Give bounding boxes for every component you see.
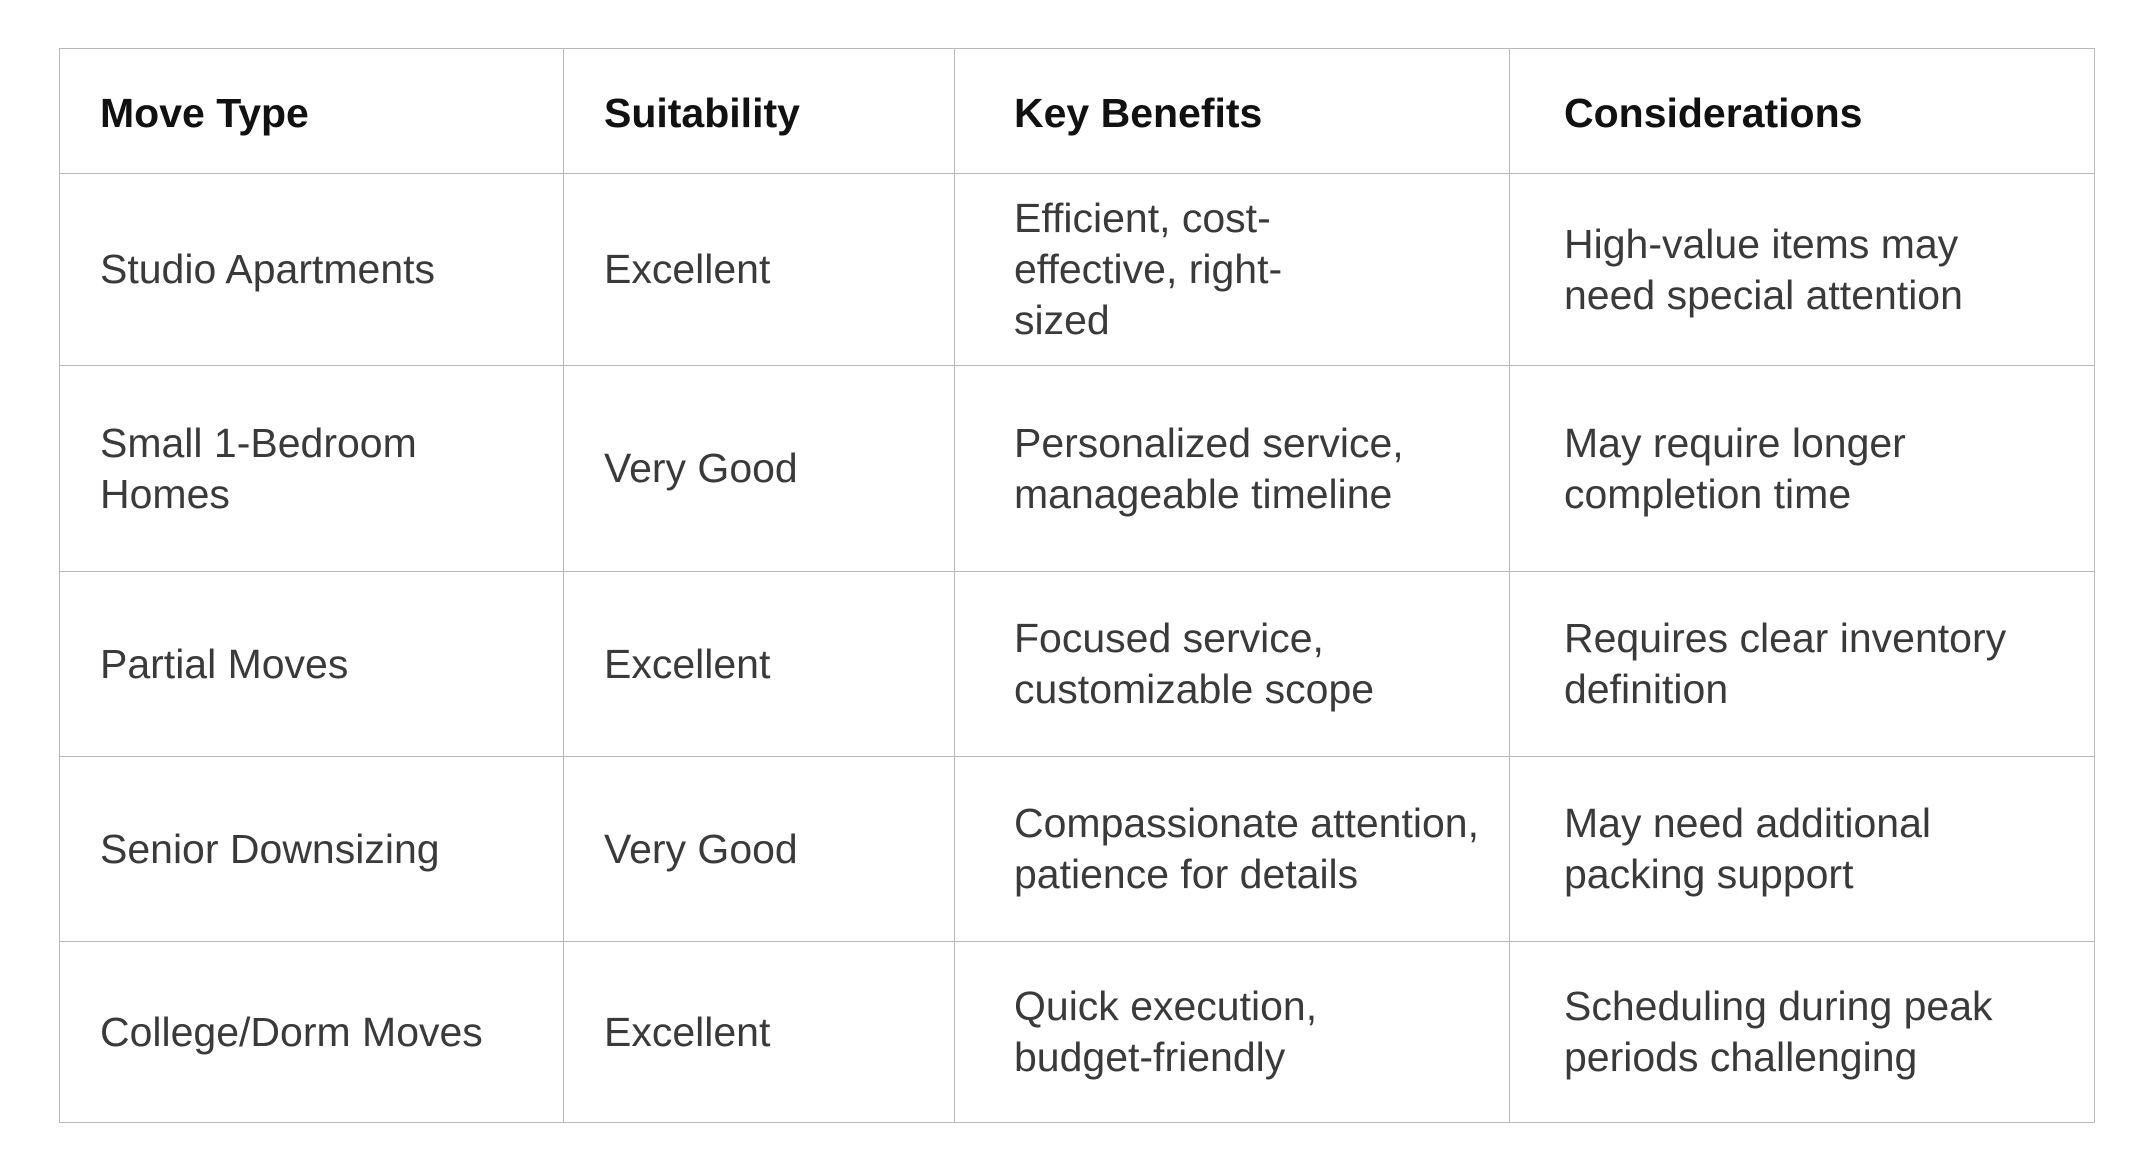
cell-move-type: Senior Downsizing [59, 756, 564, 942]
cell-move-type: Studio Apartments [59, 173, 564, 366]
cell-considerations: High-value items may need special attent… [1509, 173, 2095, 366]
move-type-comparison-table: Move Type Suitability Key Benefits Consi… [59, 48, 2095, 1123]
comparison-table-container: Move Type Suitability Key Benefits Consi… [59, 48, 2095, 1123]
cell-key-benefits: Quick execution, budget-friendly [954, 941, 1510, 1123]
cell-suitability: Excellent [563, 173, 955, 366]
cell-suitability: Excellent [563, 941, 955, 1123]
cell-key-benefits: Personalized service, manageable timelin… [954, 365, 1510, 572]
table-row: Senior Downsizing Very Good Compassionat… [59, 756, 2095, 942]
header-move-type: Move Type [59, 48, 564, 174]
header-suitability: Suitability [563, 48, 955, 174]
cell-considerations: Requires clear inventory definition [1509, 571, 2095, 757]
table-row: Small 1-Bedroom Homes Very Good Personal… [59, 365, 2095, 572]
cell-suitability: Very Good [563, 756, 955, 942]
header-key-benefits: Key Benefits [954, 48, 1510, 174]
header-considerations: Considerations [1509, 48, 2095, 174]
cell-considerations: Scheduling during peak periods challengi… [1509, 941, 2095, 1123]
table-row: Partial Moves Excellent Focused service,… [59, 571, 2095, 757]
cell-key-benefits: Compassionate attention, patience for de… [954, 756, 1510, 942]
cell-move-type: Partial Moves [59, 571, 564, 757]
cell-move-type: Small 1-Bedroom Homes [59, 365, 564, 572]
cell-considerations: May require longer completion time [1509, 365, 2095, 572]
cell-key-benefits: Focused service, customizable scope [954, 571, 1510, 757]
table-row: Studio Apartments Excellent Efficient, c… [59, 173, 2095, 366]
cell-suitability: Very Good [563, 365, 955, 572]
cell-move-type: College/Dorm Moves [59, 941, 564, 1123]
cell-key-benefits: Efficient, cost-effective, right-sized [954, 173, 1510, 366]
cell-suitability: Excellent [563, 571, 955, 757]
table-header-row: Move Type Suitability Key Benefits Consi… [59, 48, 2095, 174]
table-row: College/Dorm Moves Excellent Quick execu… [59, 941, 2095, 1123]
cell-considerations: May need additional packing support [1509, 756, 2095, 942]
